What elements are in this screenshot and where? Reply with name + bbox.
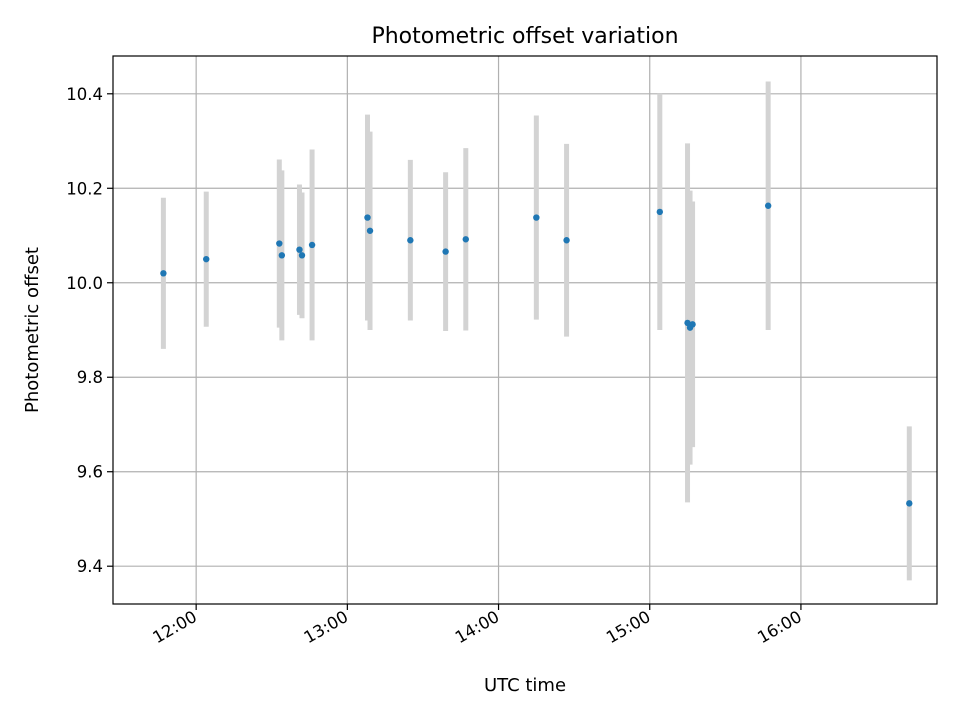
data-point [533,214,540,221]
data-point [684,319,691,327]
data-point [308,241,316,249]
data-point [689,321,696,328]
data-point [298,252,306,259]
data-point [366,227,374,234]
grid [113,56,937,604]
x-tick-label: 13:00 [301,607,352,647]
x-tick-label: 14:00 [452,607,503,647]
data-point [462,236,469,243]
data-point [203,255,210,263]
data-points [160,202,913,507]
data-point [276,240,283,247]
y-axis-label: Photometric offset [22,247,43,413]
x-tick-label: 12:00 [149,607,200,647]
data-point [764,202,772,209]
data-point [278,252,286,259]
x-axis-label: UTC time [484,675,566,696]
y-tick-label: 9.8 [77,368,103,387]
data-point [364,214,371,221]
plot-frame [112,55,938,605]
data-point [407,237,414,244]
data-point [906,500,913,507]
y-tick-label: 10.0 [66,274,103,293]
y-tick-label: 9.4 [77,557,103,576]
chart-title: Photometric offset variation [371,24,678,49]
data-point [442,248,449,255]
x-tick-label: 16:00 [754,607,805,647]
data-point [296,246,303,253]
y-tick-label: 10.2 [66,179,103,198]
data-point [656,208,664,216]
x-tick-label: 15:00 [603,607,654,647]
y-tick-label: 10.4 [66,85,103,104]
errorbars [160,81,912,581]
data-point [563,237,570,244]
y-tick-label: 9.6 [77,463,103,482]
data-point [160,270,167,277]
